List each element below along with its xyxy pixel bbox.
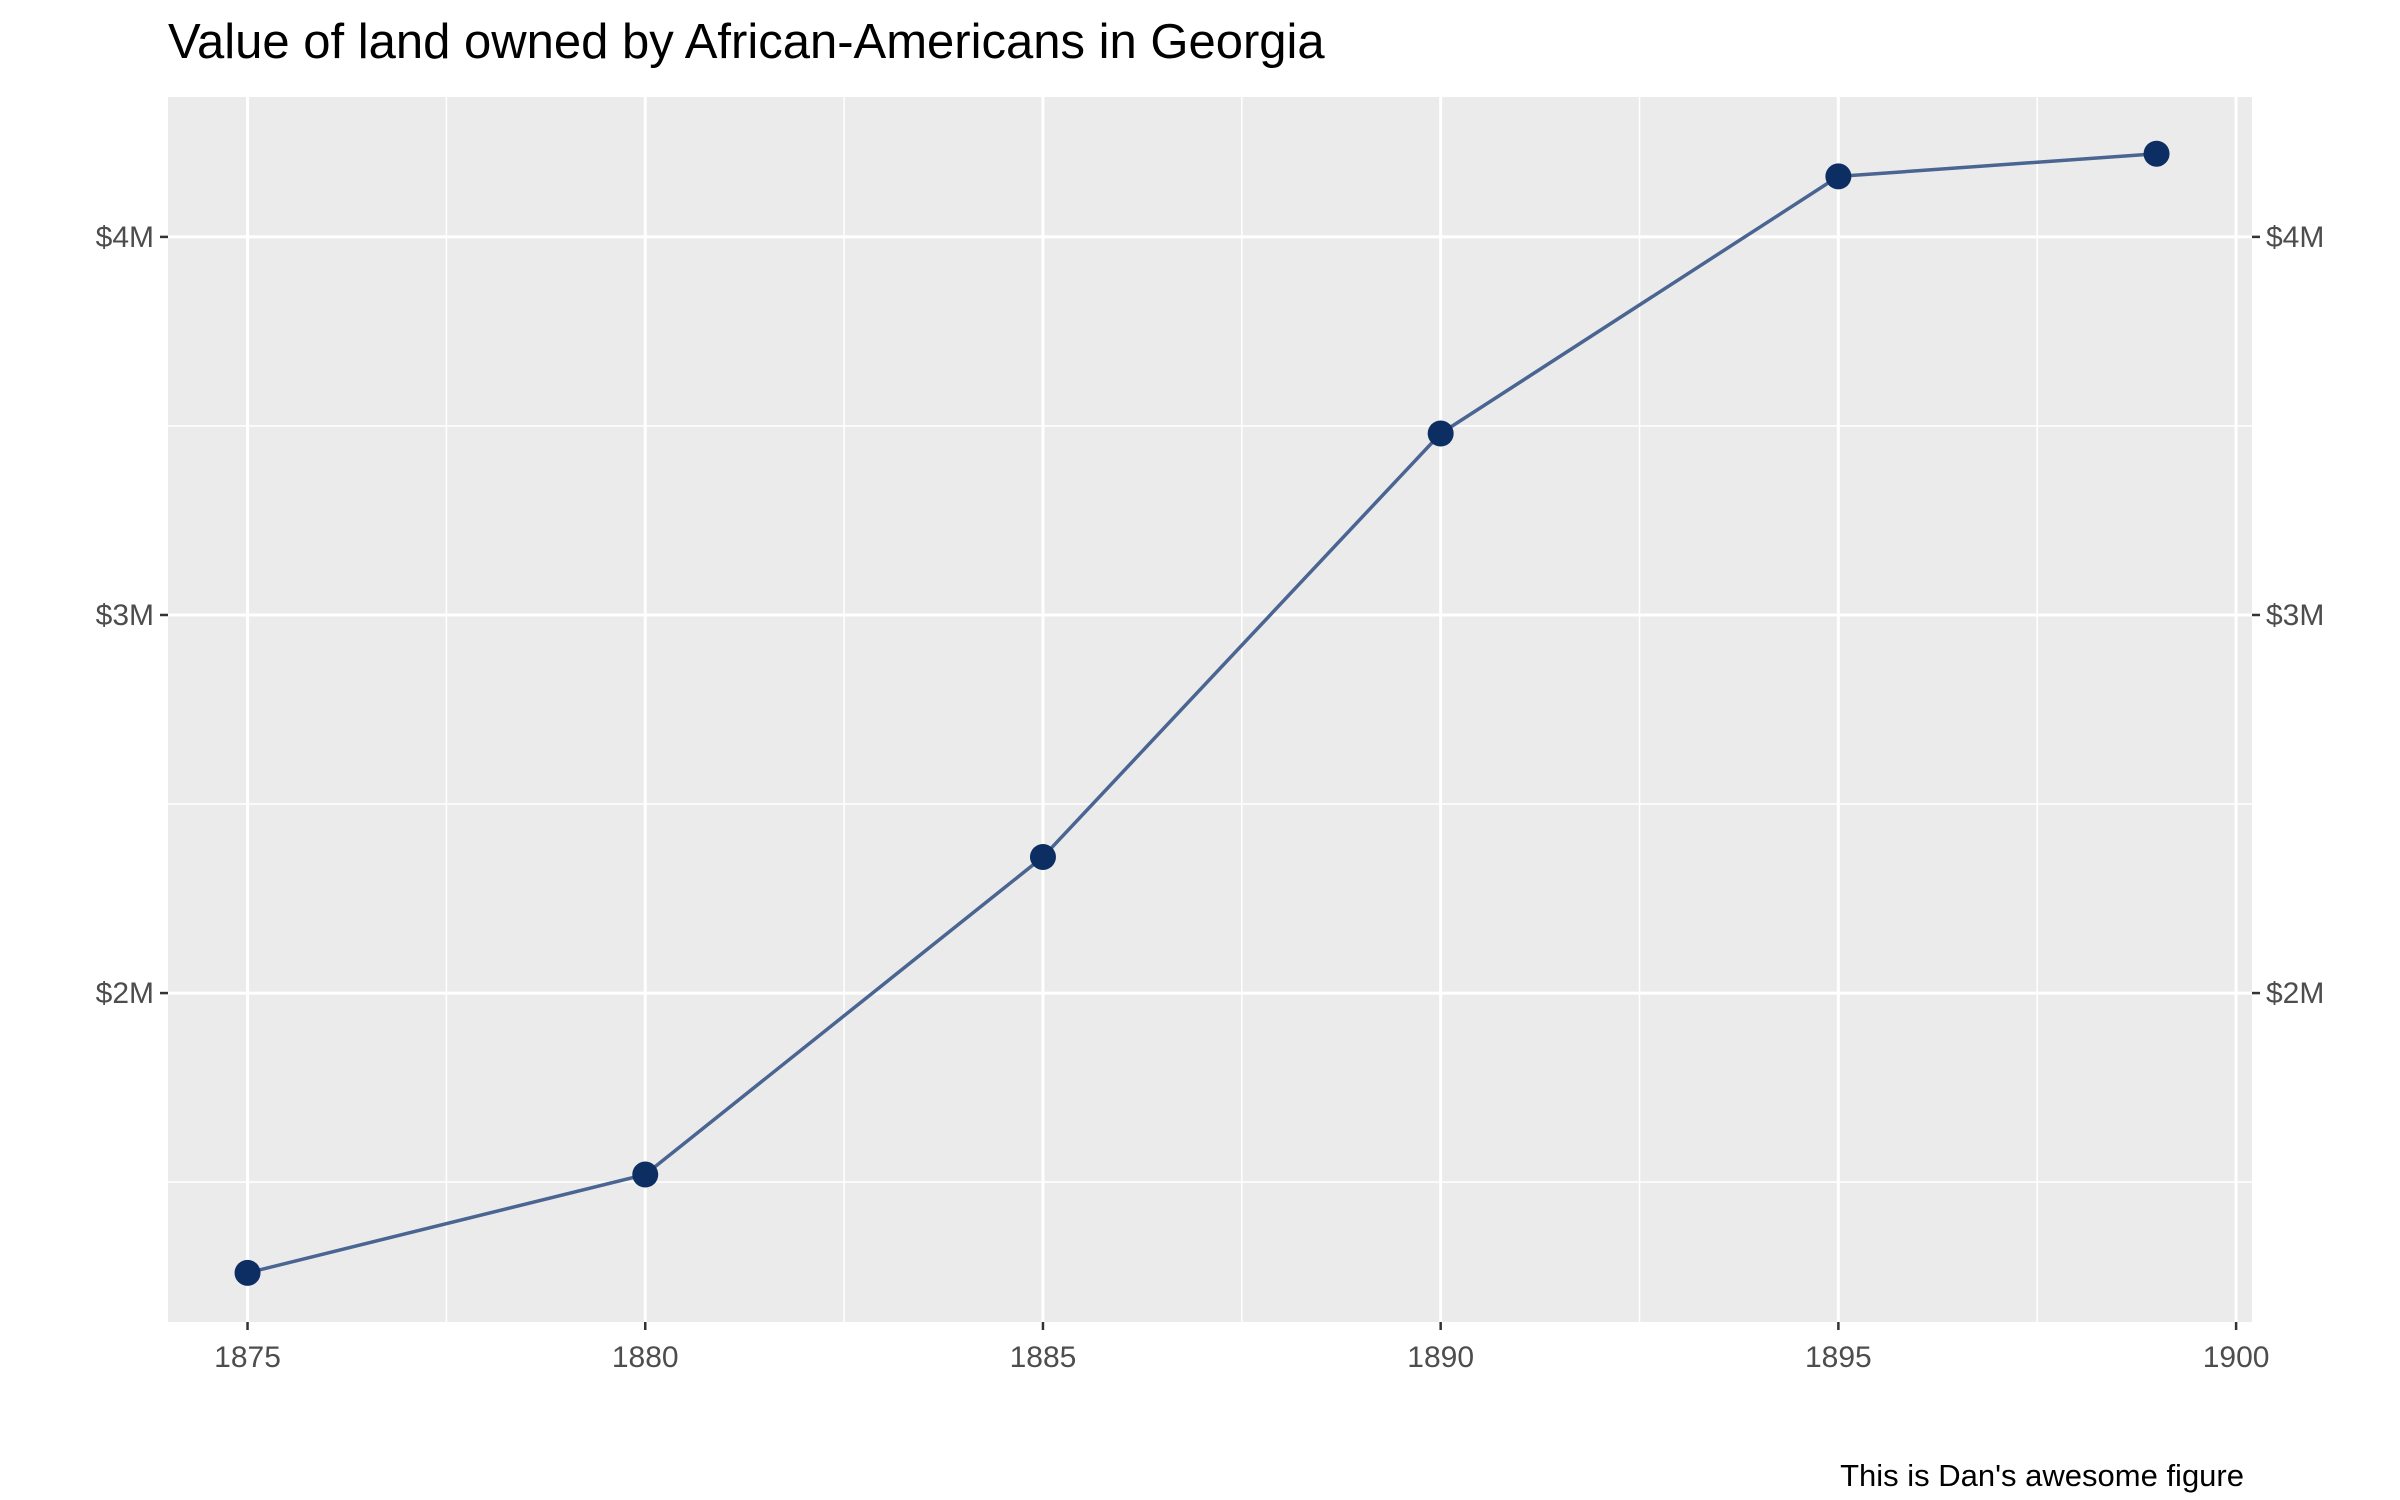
plot-panel: [168, 97, 2252, 1322]
series-lines: [247, 151, 2157, 1275]
x-tick-label: 1900: [2203, 1341, 2270, 1374]
minor-gridlines: [168, 97, 2252, 1322]
series-line: [247, 151, 2157, 1275]
y-tick-label-right: $2M: [2266, 977, 2324, 1010]
axis-ticks: [160, 235, 2260, 1330]
data-point: [1427, 420, 1454, 447]
y-tick-label-right: $4M: [2266, 221, 2324, 254]
y-tick-label-left: $3M: [96, 599, 154, 632]
x-tick-label: 1885: [1010, 1341, 1077, 1374]
chart-title: Value of land owned by African-Americans…: [168, 15, 1325, 69]
data-point: [1029, 843, 1056, 870]
data-point: [632, 1161, 659, 1188]
x-tick-label: 1895: [1805, 1341, 1872, 1374]
data-point: [234, 1259, 261, 1286]
x-tick-label: 1890: [1407, 1341, 1474, 1374]
x-tick-label: 1875: [214, 1341, 281, 1374]
major-gridlines: [168, 97, 2252, 1322]
series-points: [234, 140, 2170, 1286]
y-tick-label-right: $3M: [2266, 599, 2324, 632]
data-point: [2143, 140, 2170, 167]
y-tick-label-left: $4M: [96, 221, 154, 254]
y-axis-right-tick-labels: $2M $3M $4M: [2266, 221, 2324, 1010]
x-axis-tick-labels: 1875 1880 1885 1890 1895 1900: [214, 1341, 2269, 1374]
data-point: [1825, 163, 1852, 190]
y-axis-left-tick-labels: $2M $3M $4M: [96, 221, 154, 1010]
chart-caption: This is Dan's awesome figure: [1840, 1458, 2244, 1493]
x-tick-label: 1880: [612, 1341, 679, 1374]
y-tick-label-left: $2M: [96, 977, 154, 1010]
